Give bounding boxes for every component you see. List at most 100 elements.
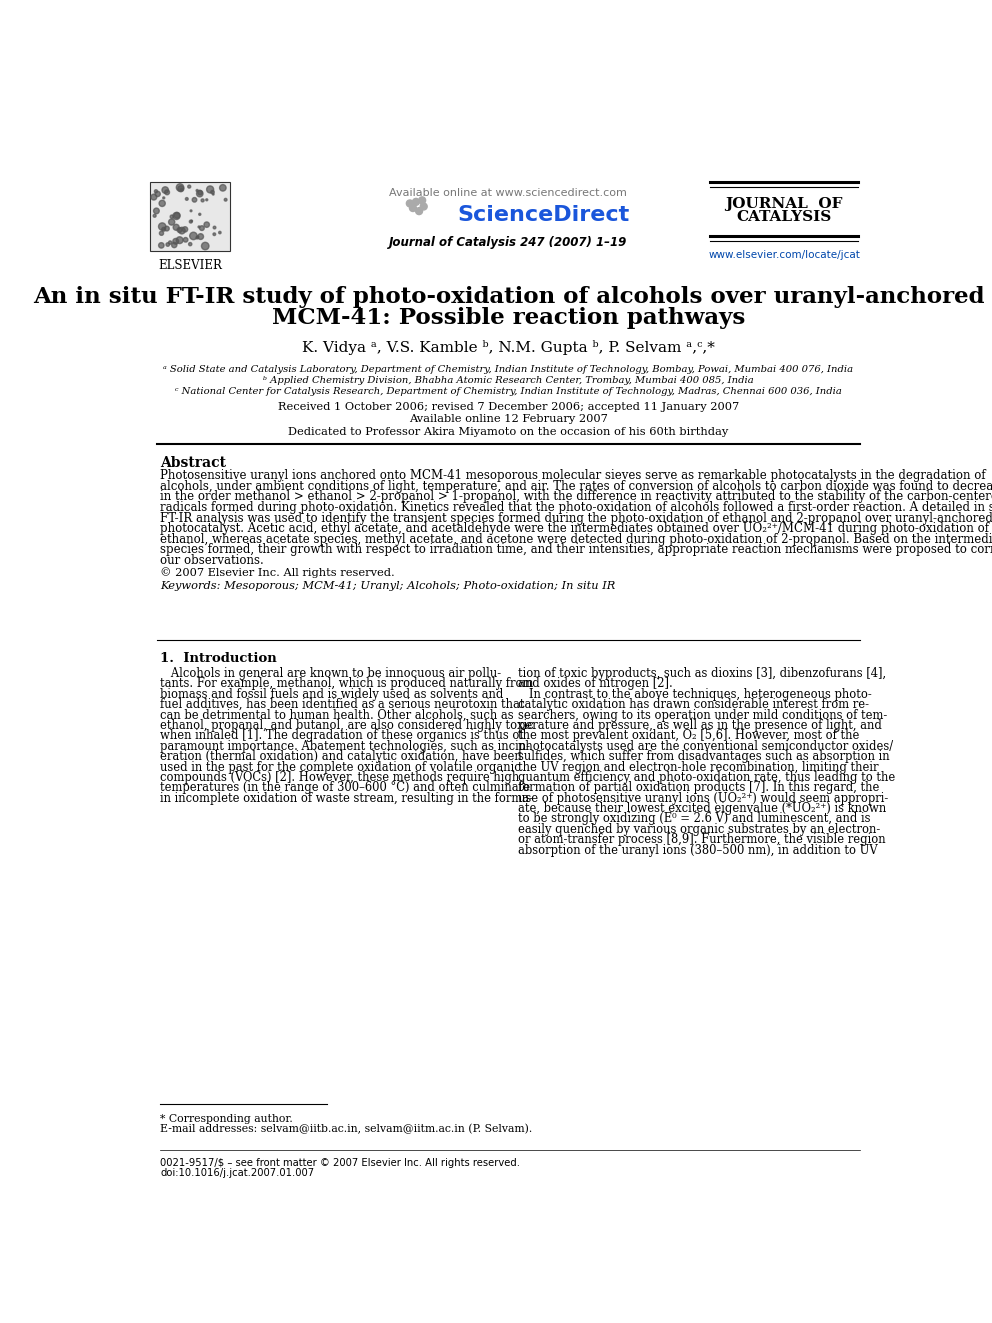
Circle shape (165, 191, 170, 194)
Text: the UV region and electron-hole recombination, limiting their: the UV region and electron-hole recombin… (518, 761, 878, 774)
Circle shape (219, 185, 226, 191)
Circle shape (210, 191, 214, 194)
Text: our observations.: our observations. (161, 554, 264, 568)
Circle shape (206, 187, 213, 193)
Text: Received 1 October 2006; revised 7 December 2006; accepted 11 January 2007: Received 1 October 2006; revised 7 Decem… (278, 402, 739, 411)
Circle shape (204, 222, 209, 228)
Circle shape (190, 220, 192, 222)
Circle shape (421, 202, 428, 210)
Text: JOURNAL  OF: JOURNAL OF (725, 197, 843, 212)
Text: use of photosensitive uranyl ions (UO₂²⁺) would seem appropri-: use of photosensitive uranyl ions (UO₂²⁺… (518, 791, 888, 804)
Text: biomass and fossil fuels and is widely used as solvents and: biomass and fossil fuels and is widely u… (161, 688, 504, 701)
Text: and oxides of nitrogen [2].: and oxides of nitrogen [2]. (518, 677, 673, 691)
Circle shape (169, 218, 175, 225)
Circle shape (154, 208, 160, 214)
Circle shape (166, 242, 170, 246)
Text: photocatalyst. Acetic acid, ethyl acetate, and acetaldehyde were the intermediat: photocatalyst. Acetic acid, ethyl acetat… (161, 523, 989, 536)
Text: formation of partial oxidation products [7]. In this regard, the: formation of partial oxidation products … (518, 782, 879, 794)
Circle shape (163, 197, 165, 198)
Circle shape (155, 189, 158, 193)
Circle shape (179, 228, 186, 234)
Text: catalytic oxidation has drawn considerable interest from re-: catalytic oxidation has drawn considerab… (518, 699, 869, 712)
Circle shape (175, 213, 180, 218)
Circle shape (410, 205, 417, 212)
Circle shape (196, 189, 198, 192)
Text: Alcohols in general are known to be innocuous air pollu-: Alcohols in general are known to be inno… (161, 667, 502, 680)
Circle shape (190, 210, 192, 212)
Text: to be strongly oxidizing (E⁰ = 2.6 V) and luminescent, and is: to be strongly oxidizing (E⁰ = 2.6 V) an… (518, 812, 870, 826)
Text: alcohols, under ambient conditions of light, temperature, and air. The rates of : alcohols, under ambient conditions of li… (161, 480, 992, 492)
Text: sulfides, which suffer from disadvantages such as absorption in: sulfides, which suffer from disadvantage… (518, 750, 889, 763)
Text: Abstract: Abstract (161, 456, 226, 470)
Circle shape (186, 197, 188, 200)
Circle shape (165, 226, 170, 232)
Text: when inhaled [1]. The degradation of these organics is thus of: when inhaled [1]. The degradation of the… (161, 729, 524, 742)
Circle shape (183, 226, 187, 232)
Circle shape (199, 226, 204, 230)
Circle shape (212, 193, 214, 194)
Circle shape (178, 228, 182, 233)
Circle shape (198, 226, 200, 228)
Text: K. Vidya ᵃ, V.S. Kamble ᵇ, N.M. Gupta ᵇ, P. Selvam ᵃ,ᶜ,*: K. Vidya ᵃ, V.S. Kamble ᵇ, N.M. Gupta ᵇ,… (302, 340, 715, 355)
Text: tants. For example, methanol, which is produced naturally from: tants. For example, methanol, which is p… (161, 677, 534, 691)
Text: fuel additives, has been identified as a serious neurotoxin that: fuel additives, has been identified as a… (161, 699, 525, 712)
Circle shape (407, 200, 414, 206)
Circle shape (178, 185, 184, 192)
Circle shape (177, 237, 184, 243)
Circle shape (201, 198, 204, 202)
Circle shape (162, 187, 169, 193)
Text: Available online 12 February 2007: Available online 12 February 2007 (409, 414, 608, 425)
Circle shape (177, 184, 184, 192)
Text: ᵃ Solid State and Catalysis Laboratory, Department of Chemistry, Indian Institut: ᵃ Solid State and Catalysis Laboratory, … (164, 365, 853, 374)
Circle shape (205, 198, 207, 201)
Text: CATALYSIS: CATALYSIS (736, 210, 831, 225)
Circle shape (172, 242, 177, 247)
Circle shape (171, 214, 174, 218)
Circle shape (151, 194, 157, 200)
Circle shape (189, 220, 192, 224)
Circle shape (196, 237, 198, 239)
Text: Keywords: Mesoporous; MCM-41; Uranyl; Alcohols; Photo-oxidation; In situ IR: Keywords: Mesoporous; MCM-41; Uranyl; Al… (161, 581, 616, 591)
Text: easily quenched by various organic substrates by an electron-: easily quenched by various organic subst… (518, 823, 880, 836)
Circle shape (184, 238, 187, 242)
Circle shape (218, 232, 221, 234)
Text: ethanol, whereas acetate species, methyl acetate, and acetone were detected duri: ethanol, whereas acetate species, methyl… (161, 533, 992, 546)
Text: searchers, owing to its operation under mild conditions of tem-: searchers, owing to its operation under … (518, 709, 887, 721)
Circle shape (201, 242, 209, 250)
Text: ethanol, propanal, and butanol, are also considered highly toxic: ethanol, propanal, and butanol, are also… (161, 718, 534, 732)
Text: An in situ FT-IR study of photo-oxidation of alcohols over uranyl-anchored: An in situ FT-IR study of photo-oxidatio… (33, 286, 984, 308)
Bar (150, 181, 230, 251)
Text: quantum efficiency and photo-oxidation rate, thus leading to the: quantum efficiency and photo-oxidation r… (518, 771, 895, 785)
Circle shape (197, 234, 203, 239)
Text: ᵇ Applied Chemistry Division, Bhabha Atomic Research Center, Trombay, Mumbai 400: ᵇ Applied Chemistry Division, Bhabha Ato… (263, 376, 754, 385)
Text: used in the past for the complete oxidation of volatile organic: used in the past for the complete oxidat… (161, 761, 521, 774)
Text: ScienceDirect: ScienceDirect (457, 205, 630, 225)
Text: the most prevalent oxidant, O₂ [5,6]. However, most of the: the most prevalent oxidant, O₂ [5,6]. Ho… (518, 729, 859, 742)
Text: radicals formed during photo-oxidation. Kinetics revealed that the photo-oxidati: radicals formed during photo-oxidation. … (161, 501, 992, 513)
Circle shape (159, 242, 164, 249)
Text: absorption of the uranyl ions (380–500 nm), in addition to UV: absorption of the uranyl ions (380–500 n… (518, 844, 877, 857)
Text: in the order methanol > ethanol > 2-propanol > 1-propanol, with the difference i: in the order methanol > ethanol > 2-prop… (161, 491, 992, 503)
Circle shape (192, 197, 196, 202)
Text: FT-IR analysis was used to identify the transient species formed during the phot: FT-IR analysis was used to identify the … (161, 512, 992, 525)
Circle shape (174, 225, 180, 230)
Circle shape (416, 208, 423, 214)
Text: 0021-9517/$ – see front matter © 2007 Elsevier Inc. All rights reserved.: 0021-9517/$ – see front matter © 2007 El… (161, 1158, 521, 1168)
Circle shape (413, 198, 420, 205)
Text: can be detrimental to human health. Other alcohols, such as: can be detrimental to human health. Othe… (161, 709, 514, 721)
Text: © 2007 Elsevier Inc. All rights reserved.: © 2007 Elsevier Inc. All rights reserved… (161, 568, 395, 578)
Circle shape (160, 232, 164, 235)
Circle shape (153, 214, 156, 217)
Text: in incomplete oxidation of waste stream, resulting in the forma-: in incomplete oxidation of waste stream,… (161, 791, 534, 804)
Circle shape (213, 233, 215, 235)
Text: photocatalysts used are the conventional semiconductor oxides/: photocatalysts used are the conventional… (518, 740, 893, 753)
Text: Dedicated to Professor Akira Miyamoto on the occasion of his 60th birthday: Dedicated to Professor Akira Miyamoto on… (289, 427, 728, 438)
Circle shape (196, 235, 198, 238)
Circle shape (155, 192, 161, 197)
Circle shape (197, 191, 202, 194)
Circle shape (181, 188, 183, 191)
Text: Available online at www.sciencedirect.com: Available online at www.sciencedirect.co… (390, 188, 627, 198)
Circle shape (162, 228, 166, 232)
Text: tion of toxic byproducts, such as dioxins [3], dibenzofurans [4],: tion of toxic byproducts, such as dioxin… (518, 667, 886, 680)
Circle shape (173, 238, 179, 245)
